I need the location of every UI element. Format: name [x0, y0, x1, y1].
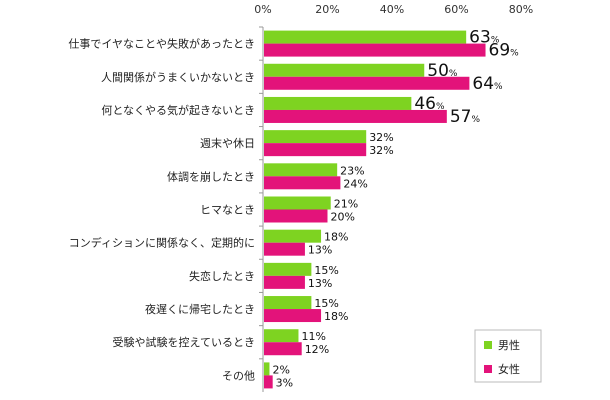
category-label: ヒマなとき: [200, 204, 255, 217]
legend-box: [474, 329, 542, 383]
bar-female: [264, 375, 273, 389]
data-label: 32%: [369, 131, 393, 144]
bars: [264, 30, 486, 389]
x-tick-label: 80%: [509, 3, 533, 16]
bar-female: [264, 275, 305, 289]
data-label: 18%: [324, 231, 348, 244]
bar-male: [264, 262, 312, 276]
category-label: 週末や休日: [200, 136, 255, 150]
category-label: 失恋したとき: [189, 269, 255, 283]
data-label: 63%: [469, 28, 500, 48]
data-label: 20%: [331, 211, 355, 224]
category-label: 体調を崩したとき: [167, 169, 255, 183]
x-tick-label: 40%: [380, 3, 404, 16]
bar-female: [264, 109, 447, 123]
bar-female: [264, 242, 305, 256]
data-label: 15%: [314, 264, 338, 277]
bar-male: [264, 362, 270, 376]
bar-female: [264, 76, 470, 90]
bar-female: [264, 143, 367, 157]
data-label: 32%: [369, 144, 393, 157]
bar-female: [264, 309, 322, 323]
data-label: 11%: [301, 330, 325, 343]
bar-male: [264, 96, 412, 110]
category-label: 受験や試験を控えているとき: [113, 335, 255, 349]
category-label: 人間関係がうまくいかないとき: [101, 70, 255, 84]
category-labels: 仕事でイヤなことや失敗があったとき人間関係がうまくいかないとき何となくやる気が起…: [68, 26, 263, 382]
value-labels: 63%69%50% 64%46% 57%32%32%23%24%21%20%18%1…: [272, 28, 519, 390]
data-label: 18%: [324, 310, 348, 323]
bar-male: [264, 329, 299, 343]
bar-female: [264, 176, 341, 190]
bar-male: [264, 196, 331, 210]
data-label: 12%: [305, 343, 329, 356]
category-label: 夜遅くに帰宅したとき: [145, 302, 255, 316]
data-label: 13%: [308, 277, 332, 290]
bar-male: [264, 229, 322, 243]
data-label: 3%: [276, 376, 293, 389]
legend-label-female: 女性: [498, 362, 520, 376]
data-label: 24%: [343, 177, 367, 190]
x-tick-label: 0%: [254, 3, 271, 16]
legend-swatch-male: [484, 341, 492, 349]
bar-female: [264, 209, 328, 223]
category-label: 何となくやる気が起きないとき: [101, 103, 255, 117]
bar-male: [264, 30, 467, 44]
data-label: 13%: [308, 244, 332, 257]
legend-swatch-female: [484, 365, 492, 373]
bar-female: [264, 43, 486, 57]
x-tick-label: 20%: [315, 3, 339, 16]
data-label: 2%: [272, 363, 289, 376]
data-label: 50%: [427, 61, 458, 81]
data-label: 46%: [414, 94, 445, 114]
bar-male: [264, 63, 425, 77]
data-label: 69%: [489, 41, 520, 61]
bar-male: [264, 163, 338, 177]
data-label: 57%: [450, 107, 481, 127]
bar-female: [264, 342, 302, 356]
category-label: コンディションに関係なく、定期的に: [69, 236, 255, 250]
data-label: 21%: [334, 198, 358, 211]
bar-male: [264, 130, 367, 144]
legend: 男性 女性: [474, 329, 542, 383]
category-label: 仕事でイヤなことや失敗があったとき: [68, 37, 255, 51]
data-label: 15%: [314, 297, 338, 310]
x-tick-label: 60%: [444, 3, 468, 16]
x-axis-ticks: 0% 20% 40% 60% 80%: [254, 3, 533, 16]
data-label: 23%: [340, 164, 364, 177]
bar-male: [264, 296, 312, 310]
data-label: 64%: [472, 74, 503, 94]
legend-label-male: 男性: [498, 338, 520, 352]
category-label: その他: [222, 369, 255, 382]
